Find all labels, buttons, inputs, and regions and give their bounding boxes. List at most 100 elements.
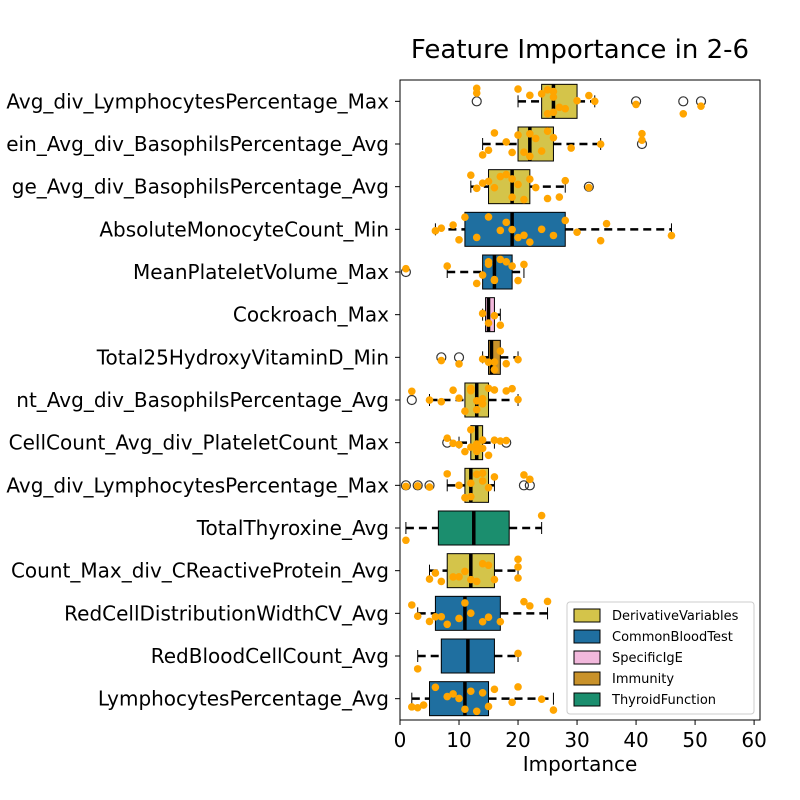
- legend-label: ThyroidFunction: [611, 693, 716, 708]
- data-point: [520, 148, 528, 157]
- data-point: [484, 260, 493, 268]
- data-point: [585, 91, 593, 100]
- data-point: [543, 597, 552, 606]
- data-point: [478, 477, 487, 485]
- data-point: [502, 138, 511, 146]
- data-point: [437, 397, 446, 406]
- data-point: [514, 276, 522, 285]
- data-point: [484, 702, 493, 711]
- x-tick-label: 0: [394, 728, 407, 752]
- data-point: [449, 221, 457, 229]
- y-tick-label: RedCellDistributionWidthCV_Avg: [64, 601, 389, 625]
- data-point: [514, 574, 522, 582]
- data-point: [502, 170, 511, 179]
- data-point: [402, 536, 410, 545]
- data-point: [461, 567, 469, 576]
- data-point: [526, 602, 534, 610]
- data-point: [496, 617, 505, 626]
- data-point: [490, 436, 499, 444]
- data-point: [549, 231, 558, 240]
- data-point: [537, 511, 546, 520]
- data-point: [555, 103, 564, 112]
- data-point: [543, 109, 552, 118]
- data-point: [455, 394, 463, 402]
- y-tick-label: LymphocytesPercentage_Avg: [98, 687, 389, 711]
- data-point: [478, 179, 487, 187]
- outlier-marker: [412, 480, 423, 491]
- data-point: [496, 255, 505, 264]
- data-point: [537, 147, 546, 155]
- data-point: [455, 481, 463, 490]
- outlier-marker: [518, 480, 530, 491]
- data-point: [443, 434, 452, 443]
- feature-row: [442, 425, 512, 461]
- data-point: [596, 236, 605, 245]
- data-point: [472, 470, 481, 479]
- data-point: [455, 236, 463, 244]
- data-point: [425, 483, 434, 491]
- feature-row: [425, 553, 522, 589]
- data-point: [531, 183, 540, 192]
- legend-label: SpecificIgE: [612, 651, 683, 666]
- data-point: [543, 194, 552, 203]
- data-point: [484, 384, 493, 393]
- data-point: [449, 573, 457, 581]
- data-point: [508, 262, 516, 270]
- y-tick-label: Cockroach_Max: [233, 303, 389, 327]
- data-point: [402, 482, 410, 491]
- data-point: [478, 617, 487, 626]
- data-point: [484, 613, 493, 622]
- data-point: [590, 97, 599, 106]
- data-point: [555, 193, 564, 201]
- feature-row: [408, 595, 552, 631]
- data-point: [638, 129, 646, 138]
- data-point: [437, 612, 446, 621]
- y-tick-label: Avg_div_LymphocytesPercentage_Max: [6, 89, 389, 113]
- feature-row: [478, 297, 505, 333]
- data-point: [478, 355, 487, 363]
- data-point: [455, 440, 463, 449]
- data-point: [413, 703, 422, 712]
- data-point: [490, 311, 499, 320]
- data-point: [467, 479, 475, 487]
- data-point: [490, 685, 499, 694]
- data-point: [408, 601, 416, 609]
- x-tick-label: 50: [682, 728, 707, 752]
- outlier-marker: [678, 96, 689, 107]
- data-point: [526, 175, 534, 184]
- data-point: [455, 573, 463, 581]
- outlier-marker: [406, 394, 417, 406]
- data-point: [531, 134, 540, 143]
- data-point: [437, 577, 446, 586]
- data-point: [431, 612, 440, 621]
- data-point: [496, 172, 505, 181]
- data-point: [490, 386, 499, 394]
- data-point: [567, 144, 575, 152]
- x-tick-label: 20: [505, 728, 530, 752]
- data-point: [443, 620, 452, 629]
- data-point: [461, 407, 469, 416]
- data-point: [472, 279, 481, 288]
- data-point: [443, 262, 452, 270]
- data-point: [425, 396, 434, 404]
- legend-swatch: [573, 608, 601, 623]
- data-point: [549, 133, 558, 142]
- data-point: [520, 260, 528, 269]
- data-point: [508, 384, 516, 393]
- data-point: [632, 100, 640, 109]
- data-point: [508, 193, 516, 201]
- legend-label: CommonBloodTest: [612, 630, 733, 645]
- data-point: [472, 184, 481, 193]
- data-point: [478, 399, 487, 408]
- y-tick-label: MeanPlateletVolume_Max: [133, 260, 389, 284]
- data-point: [484, 451, 493, 460]
- data-point: [514, 180, 522, 189]
- data-point: [697, 102, 705, 111]
- data-point: [455, 614, 463, 623]
- data-point: [490, 275, 499, 284]
- data-point: [449, 386, 457, 394]
- data-point: [402, 264, 410, 273]
- data-point: [437, 224, 446, 232]
- data-point: [679, 109, 688, 118]
